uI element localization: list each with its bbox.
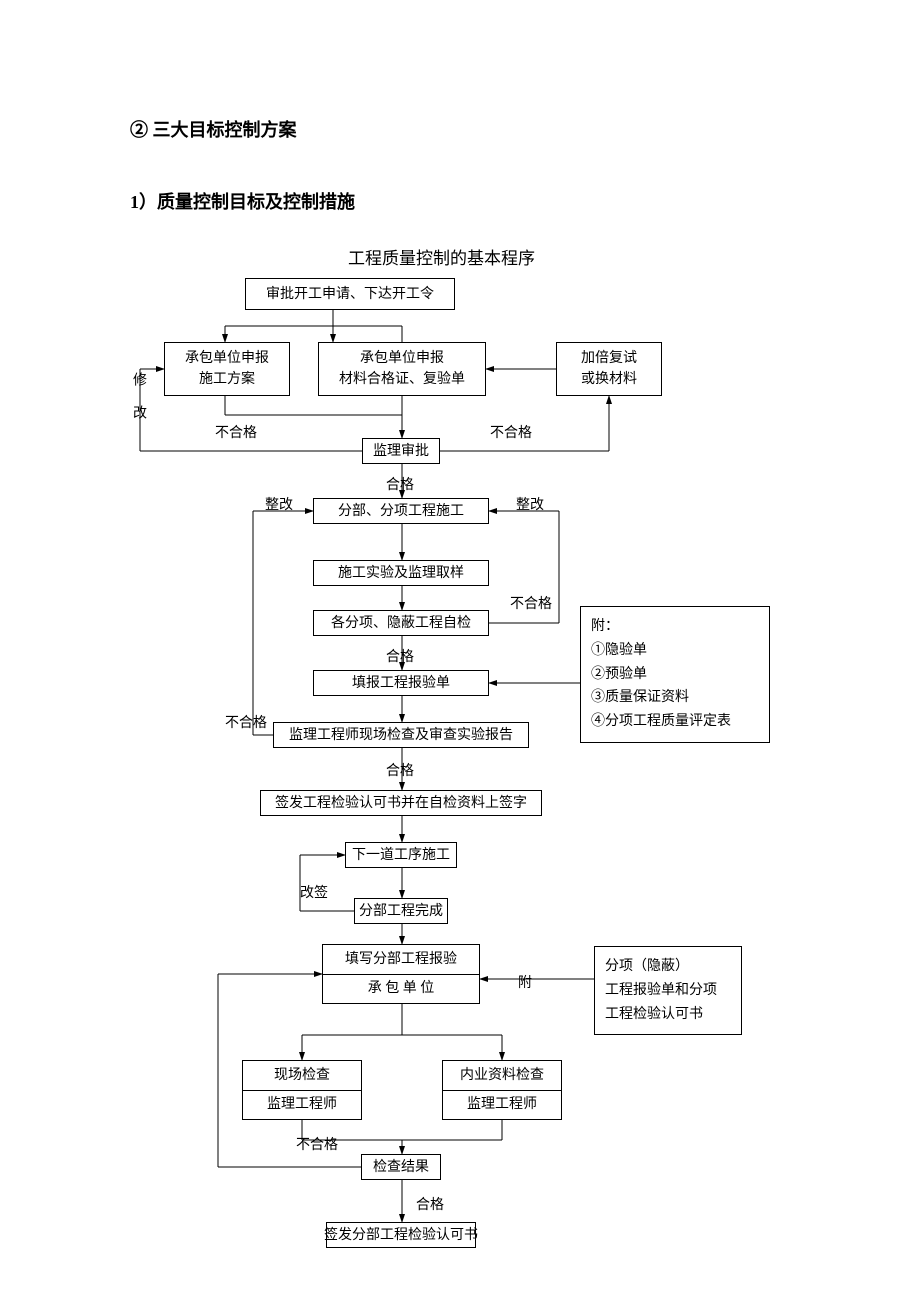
node-fill-subproject-bottom: 承 包 单 位	[323, 974, 479, 1004]
node-site-inspect: 现场检查 监理工程师	[242, 1060, 362, 1120]
node-supervisor-approval: 监理审批	[362, 438, 440, 464]
label-pass-selfcheck: 合格	[386, 646, 414, 666]
node-subproject-construct: 分部、分项工程施工	[313, 498, 489, 524]
node-next-process: 下一道工序施工	[345, 842, 457, 868]
node-retest: 加倍复试 或换材料	[556, 342, 662, 396]
label-fail-left: 不合格	[215, 422, 257, 442]
node-doc-inspect: 内业资料检查 监理工程师	[442, 1060, 562, 1120]
node-experiment-sampling: 施工实验及监理取样	[313, 560, 489, 586]
node-self-check: 各分项、隐蔽工程自检	[313, 610, 489, 636]
diagram-title: 工程质量控制的基本程序	[348, 244, 535, 269]
label-pass-1: 合格	[386, 474, 414, 494]
label-fail-selfcheck: 不合格	[510, 593, 552, 613]
heading-main: ② 三大目标控制方案	[130, 116, 297, 142]
node-approve-start: 审批开工申请、下达开工令	[245, 278, 455, 310]
node-subproject-complete: 分部工程完成	[354, 898, 448, 924]
node-contractor-plan: 承包单位申报 施工方案	[164, 342, 290, 396]
label-rectify-left: 整改	[265, 494, 293, 514]
label-rectify-right: 整改	[516, 494, 544, 514]
page: ② 三大目标控制方案 1）质量控制目标及控制措施 工程质量控制的基本程序 审批开…	[0, 0, 920, 1302]
label-fail-right: 不合格	[490, 422, 532, 442]
label-fail-onsite: 不合格	[225, 712, 267, 732]
node-fill-subproject-report: 填写分部工程报验 承 包 单 位	[322, 944, 480, 1004]
node-site-inspect-top: 现场检查	[243, 1061, 361, 1090]
node-issue-subproject-approval: 签发分部工程检验认可书	[326, 1222, 476, 1248]
node-issue-approval: 签发工程检验认可书并在自检资料上签字	[260, 790, 542, 816]
label-pass-onsite: 合格	[386, 760, 414, 780]
note-subproject-docs: 分项（隐蔽） 工程报验单和分项 工程检验认可书	[594, 946, 742, 1035]
node-fill-subproject-top: 填写分部工程报验	[323, 945, 479, 974]
heading-sub: 1）质量控制目标及控制措施	[130, 188, 355, 214]
note-attachments-list: 附： ①隐验单 ②预验单 ③质量保证资料 ④分项工程质量评定表	[580, 606, 770, 743]
node-site-inspect-bottom: 监理工程师	[243, 1090, 361, 1120]
node-doc-inspect-top: 内业资料检查	[443, 1061, 561, 1090]
label-fail-result: 不合格	[296, 1134, 338, 1154]
label-attach: 附	[518, 972, 532, 992]
node-check-result: 检查结果	[361, 1154, 441, 1180]
label-pass-result: 合格	[416, 1194, 444, 1214]
node-contractor-materials: 承包单位申报 材料合格证、复验单	[318, 342, 486, 396]
label-resign: 改签	[300, 882, 328, 902]
node-onsite-review: 监理工程师现场检查及审查实验报告	[273, 722, 529, 748]
label-modify: 修 改	[128, 372, 148, 421]
node-doc-inspect-bottom: 监理工程师	[443, 1090, 561, 1120]
node-fill-report: 填报工程报验单	[313, 670, 489, 696]
